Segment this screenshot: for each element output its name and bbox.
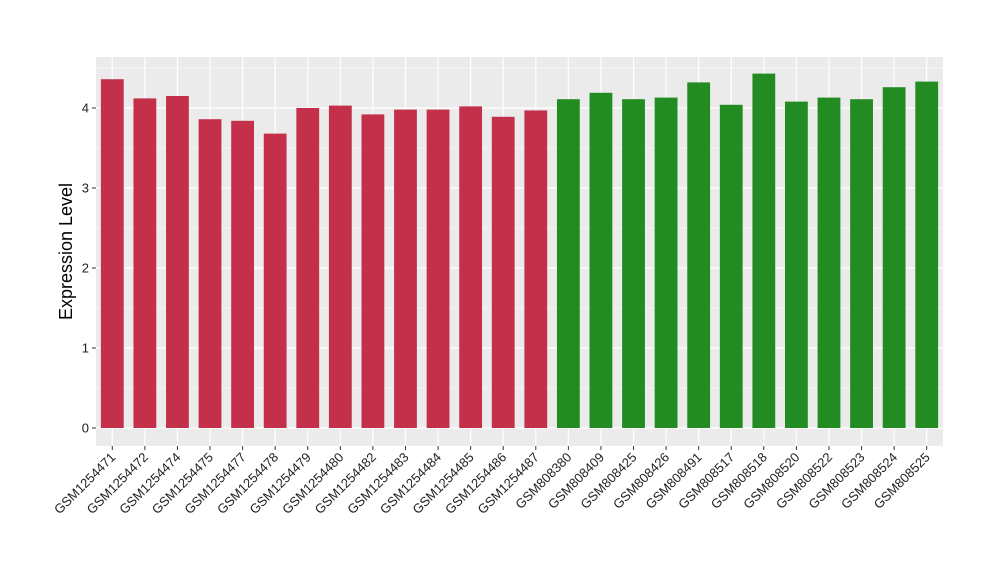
bar-GSM808491 <box>687 82 711 429</box>
bar-GSM1254485 <box>459 106 483 429</box>
plot-panel <box>96 57 943 446</box>
bar-GSM808409 <box>589 92 613 429</box>
y-tick-label: 0 <box>82 421 89 436</box>
bar-GSM808517 <box>719 104 743 429</box>
bar-GSM1254475 <box>198 119 222 428</box>
bars <box>100 73 939 429</box>
bar-GSM1254487 <box>524 110 548 429</box>
bar-GSM808520 <box>785 101 808 428</box>
bar-GSM808522 <box>817 97 841 428</box>
bar-GSM808523 <box>850 99 873 428</box>
bar-GSM1254471 <box>100 79 124 428</box>
x-axis: GSM1254471GSM1254472GSM1254474GSM1254475… <box>51 446 933 517</box>
bar-GSM808425 <box>622 99 645 428</box>
bar-GSM1254478 <box>263 133 287 428</box>
y-tick-label: 3 <box>82 181 89 196</box>
y-tick-label: 2 <box>82 261 89 276</box>
bar-GSM1254483 <box>394 109 417 428</box>
bar-GSM1254482 <box>361 114 385 429</box>
bar-GSM808380 <box>556 99 580 428</box>
bar-GSM1254472 <box>133 98 157 429</box>
bar-GSM1254479 <box>296 108 320 428</box>
y-axis-title: Expression Level <box>56 183 76 320</box>
bar-GSM808525 <box>915 81 939 428</box>
y-tick-label: 1 <box>82 341 89 356</box>
bar-GSM808524 <box>882 87 906 428</box>
y-axis: 0 1 2 3 4 <box>82 101 96 436</box>
bar-GSM1254484 <box>426 109 450 428</box>
y-tick-label: 4 <box>82 101 89 116</box>
bar-GSM1254474 <box>166 96 189 428</box>
bar-GSM808518 <box>752 73 776 428</box>
bar-GSM1254486 <box>491 116 515 429</box>
bar-GSM1254480 <box>328 105 352 428</box>
bar-GSM1254477 <box>231 120 254 429</box>
bar-GSM808426 <box>654 97 678 428</box>
